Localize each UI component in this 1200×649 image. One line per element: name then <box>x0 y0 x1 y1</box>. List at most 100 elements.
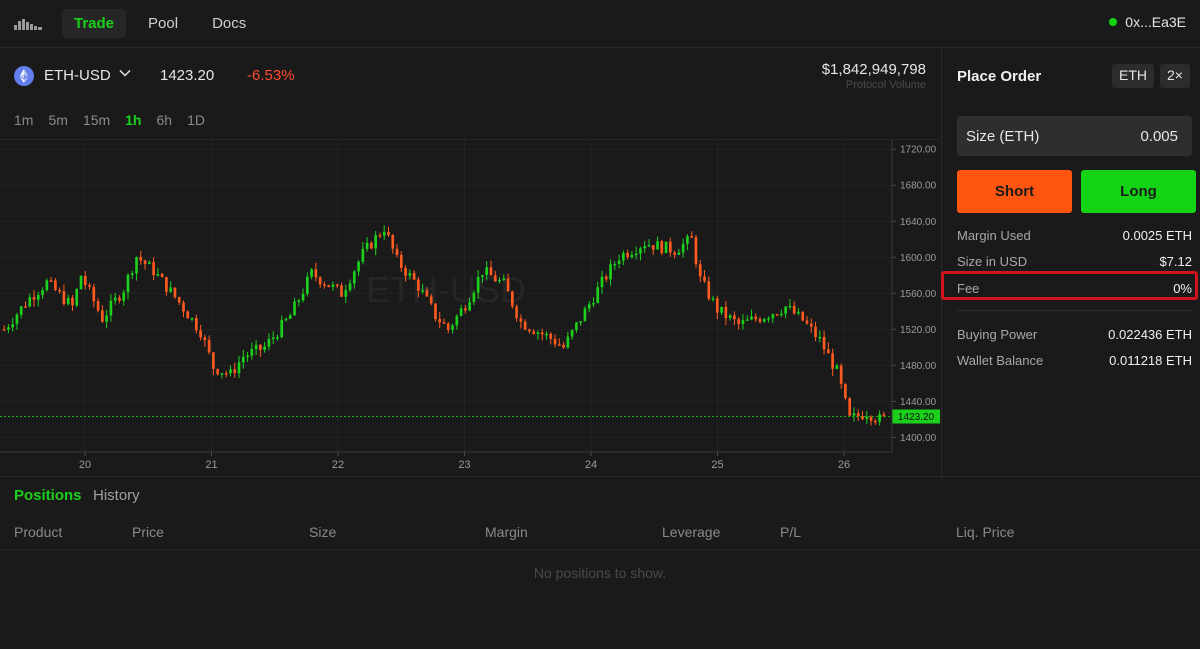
divider <box>957 310 1192 311</box>
y-tick-label: 1440.00 <box>900 397 937 408</box>
wallet-balance-row: Wallet Balance 0.011218 ETH <box>957 353 1192 368</box>
candle-body <box>839 365 843 384</box>
candle-body <box>592 302 595 305</box>
candle-body <box>148 262 151 264</box>
nav-trade[interactable]: Trade <box>62 9 127 38</box>
candle-body <box>873 420 877 423</box>
size-value[interactable]: 0.005 <box>1140 128 1178 145</box>
candle-body <box>408 272 412 276</box>
candle-body <box>698 264 702 277</box>
candle-body <box>259 344 262 350</box>
candle-body <box>318 277 322 285</box>
candle-body <box>62 291 66 305</box>
col-liq-price: Liq. Price <box>956 524 1015 540</box>
candle-body <box>442 322 446 324</box>
tab-history[interactable]: History <box>93 487 140 504</box>
col-product: Product <box>14 524 63 540</box>
candle-body <box>378 235 382 237</box>
candle-body <box>36 294 40 300</box>
y-tick-label: 1560.00 <box>900 289 937 300</box>
candle-body <box>515 306 518 319</box>
buying-power-row: Buying Power 0.022436 ETH <box>957 327 1192 342</box>
candle-body <box>476 276 480 293</box>
market-header: ETH-USD 1423.20 -6.53% $1,842,949,798 Pr… <box>0 48 940 104</box>
chart-watermark: ETH-USD <box>366 269 526 310</box>
tab-positions[interactable]: Positions <box>14 487 82 504</box>
candle-body <box>562 344 565 348</box>
candle-body <box>237 362 241 374</box>
interval-1m[interactable]: 1m <box>14 112 34 128</box>
asset-chip[interactable]: ETH <box>1112 64 1154 88</box>
candle-body <box>182 302 185 312</box>
candle-body <box>788 305 792 308</box>
candle-body <box>224 373 228 375</box>
candle-body <box>429 296 433 304</box>
candle-body <box>310 269 313 277</box>
protocol-volume: $1,842,949,798 Protocol Volume <box>822 61 926 91</box>
interval-15m[interactable]: 15m <box>82 112 111 128</box>
candle-body <box>720 306 723 313</box>
candle-body <box>109 300 113 316</box>
current-price-label: 1423.20 <box>898 412 935 423</box>
candle-body <box>156 274 160 276</box>
x-tick-label: 24 <box>585 459 597 471</box>
candle-body <box>711 298 715 300</box>
candle-body <box>485 267 489 275</box>
candle-body <box>105 315 108 322</box>
candle-body <box>391 235 395 249</box>
short-button[interactable]: Short <box>957 170 1072 213</box>
candle-body <box>609 264 612 280</box>
candle-body <box>241 356 245 363</box>
candle-body <box>207 340 211 353</box>
fee-row: Fee 0% <box>957 281 1192 296</box>
candle-body <box>118 297 121 301</box>
candle-body <box>498 279 501 282</box>
interval-5m[interactable]: 5m <box>48 112 68 128</box>
candle-body <box>233 369 237 374</box>
current-price-tag <box>892 409 940 424</box>
candle-body <box>250 349 254 356</box>
size-input[interactable]: Size (ETH) 0.005 <box>957 116 1192 156</box>
candle-body <box>365 242 369 249</box>
candle-body <box>451 325 454 330</box>
long-button[interactable]: Long <box>1081 170 1196 213</box>
candle-body <box>750 316 753 320</box>
candle-body <box>856 413 860 417</box>
nav-docs[interactable]: Docs <box>212 15 247 32</box>
size-usd-value: $7.12 <box>1159 254 1192 269</box>
price-chart[interactable]: ETH-USD 1423.20 1720.00 1680.00 1640.00 160… <box>0 139 940 476</box>
candle-body <box>361 248 365 262</box>
bars-logo-icon[interactable] <box>14 14 42 30</box>
col-margin: Margin <box>485 524 528 540</box>
x-tick-label: 22 <box>332 459 344 471</box>
candle-body <box>344 290 348 297</box>
positions-panel: Positions History Product Price Size Mar… <box>0 476 1200 649</box>
y-tick-label: 1520.00 <box>900 325 937 336</box>
candle-body <box>220 373 224 375</box>
interval-6h[interactable]: 6h <box>156 112 173 128</box>
candle-body <box>639 248 642 254</box>
nav-pool[interactable]: Pool <box>148 15 179 32</box>
size-usd-label: Size in USD <box>957 254 1028 269</box>
candle-body <box>88 285 91 287</box>
leverage-chip[interactable]: 2× <box>1160 64 1190 88</box>
candle-body <box>173 287 177 298</box>
candle-body <box>532 331 536 334</box>
candle-body <box>28 297 32 307</box>
wallet-balance-label: Wallet Balance <box>957 353 1044 368</box>
candle-body <box>382 231 386 236</box>
interval-1h[interactable]: 1h <box>125 112 142 128</box>
wallet-button[interactable]: 0x...Ea3E <box>1109 14 1186 30</box>
interval-1d[interactable]: 1D <box>187 112 205 128</box>
candle-body <box>417 279 420 291</box>
candle-body <box>848 398 852 416</box>
col-size: Size <box>309 524 337 540</box>
market-selector[interactable]: ETH-USD <box>44 67 111 84</box>
chevron-down-icon[interactable] <box>118 66 132 80</box>
candle-body <box>690 236 694 238</box>
candlestick-chart[interactable]: ETH-USD 1423.20 1720.00 1680.00 1640.00 160… <box>0 140 940 477</box>
candle-body <box>66 297 70 305</box>
y-tick-label: 1680.00 <box>900 181 937 192</box>
candle-body <box>673 252 676 255</box>
candle-body <box>455 315 459 326</box>
